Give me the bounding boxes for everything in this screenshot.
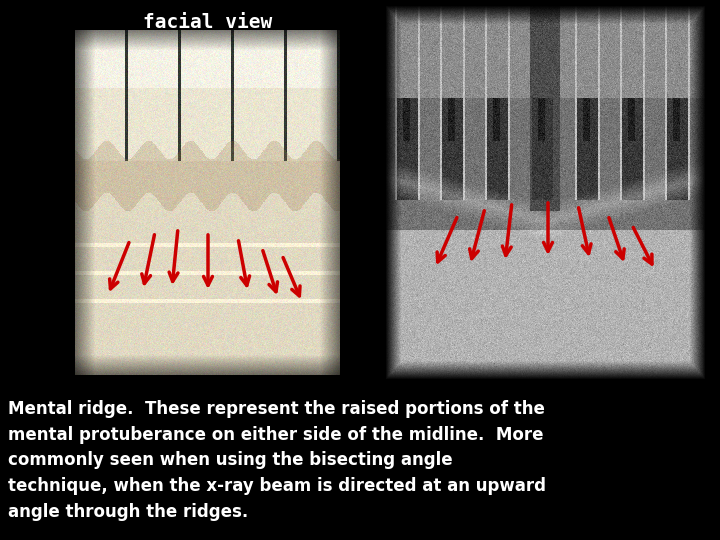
Text: facial view: facial view — [143, 12, 272, 31]
Text: Mental ridge.  These represent the raised portions of the
mental protuberance on: Mental ridge. These represent the raised… — [8, 400, 546, 521]
